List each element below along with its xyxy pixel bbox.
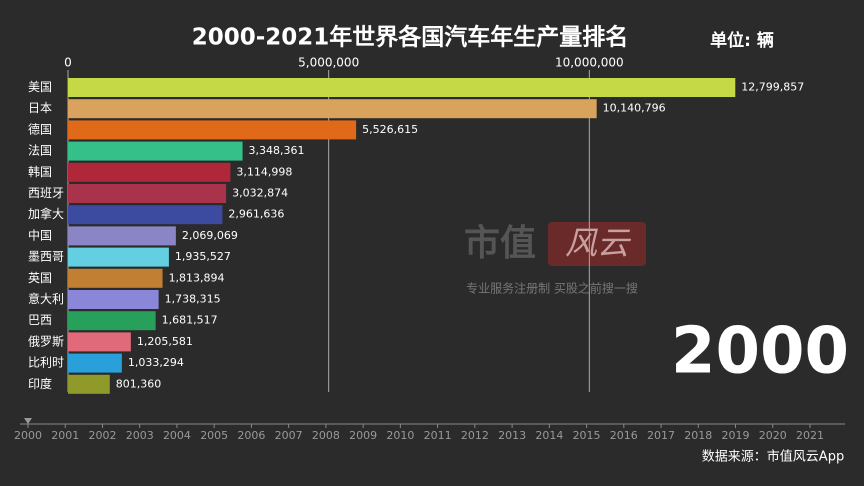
timeline-year[interactable]: 2019	[722, 429, 750, 442]
timeline-year[interactable]: 2006	[237, 429, 265, 442]
y-tick-label: 韩国	[28, 164, 52, 179]
bar	[68, 374, 110, 394]
bar	[68, 311, 156, 331]
bar	[68, 162, 231, 182]
y-tick-label: 美国	[28, 80, 52, 94]
y-tick-label: 英国	[28, 271, 52, 285]
timeline-year[interactable]: 2016	[610, 429, 638, 442]
timeline-year[interactable]: 2009	[349, 429, 377, 442]
timeline-year[interactable]: 2020	[759, 429, 787, 442]
value-label: 1,681,517	[162, 314, 218, 327]
timeline-year[interactable]: 2011	[424, 429, 452, 442]
slogan: 专业服务注册制 买股之前搜一搜	[466, 281, 638, 296]
y-tick-label: 俄罗斯	[28, 334, 64, 348]
value-label: 3,032,874	[232, 187, 288, 200]
value-label: 1,205,581	[137, 335, 193, 348]
value-label: 3,348,361	[249, 144, 305, 157]
timeline-year[interactable]: 2008	[312, 429, 340, 442]
bar	[68, 290, 159, 309]
x-tick-label: 0	[64, 56, 72, 70]
timeline-year[interactable]: 2002	[88, 429, 116, 442]
bar	[68, 141, 243, 161]
y-tick-label: 意大利	[28, 291, 64, 306]
y-tick-label: 德国	[28, 121, 52, 136]
x-tick-label: 10,000,000	[555, 56, 624, 70]
y-tick-label: 巴西	[28, 313, 52, 327]
timeline-year[interactable]: 2007	[275, 429, 303, 442]
timeline-year[interactable]: 2015	[573, 429, 601, 442]
bar	[68, 120, 357, 140]
chart-title: 2000-2021年世界各国汽车年生产量排名	[192, 24, 629, 51]
y-tick-label: 墨西哥	[28, 250, 64, 264]
timeline-year[interactable]: 2010	[386, 429, 414, 442]
timeline-year[interactable]: 2001	[51, 429, 79, 442]
bar	[68, 332, 131, 352]
bar	[68, 353, 122, 373]
y-tick-label: 比利时	[28, 356, 64, 370]
value-label: 10,140,796	[603, 102, 666, 115]
timeline-year[interactable]: 2005	[200, 429, 228, 442]
current-year: 2000	[671, 315, 849, 389]
bar	[68, 184, 227, 203]
timeline-year[interactable]: 2004	[163, 429, 191, 442]
value-label: 1,935,527	[175, 250, 231, 263]
timeline-year[interactable]: 2000	[14, 429, 42, 442]
bar	[68, 268, 163, 288]
timeline-year[interactable]: 2014	[535, 429, 563, 442]
value-label: 2,069,069	[182, 229, 238, 242]
y-tick-label: 西班牙	[28, 186, 64, 200]
timeline-year[interactable]: 2013	[498, 429, 526, 442]
y-tick-label: 印度	[28, 376, 52, 391]
timeline-year[interactable]: 2017	[647, 429, 675, 442]
value-label: 2,961,636	[228, 208, 284, 221]
bar	[68, 99, 597, 119]
watermark: 市值	[464, 223, 536, 264]
value-label: 12,799,857	[741, 81, 804, 94]
bar	[68, 78, 736, 97]
source: 数据来源：市值风云App	[702, 449, 844, 465]
x-tick-label: 5,000,000	[298, 56, 359, 70]
bar	[68, 205, 223, 225]
timeline-year[interactable]: 2018	[684, 429, 712, 442]
unit-label: 单位: 辆	[710, 30, 774, 51]
y-tick-label: 日本	[28, 101, 52, 115]
value-label: 3,114,998	[236, 165, 292, 178]
value-label: 1,738,315	[165, 293, 221, 306]
watermark-logo-box	[548, 222, 646, 266]
value-label: 801,360	[116, 377, 161, 390]
watermark-logo: 风云	[565, 224, 632, 262]
bar	[68, 247, 169, 267]
value-label: 1,813,894	[169, 271, 225, 284]
y-tick-label: 加拿大	[28, 206, 64, 221]
bar	[68, 226, 176, 246]
timeline-year[interactable]: 2021	[796, 429, 824, 442]
value-label: 1,033,294	[128, 356, 184, 369]
y-tick-label: 中国	[28, 227, 52, 242]
timeline-year[interactable]: 2003	[126, 429, 154, 442]
timeline-marker[interactable]	[24, 418, 32, 424]
value-label: 5,526,615	[362, 123, 418, 136]
timeline-year[interactable]: 2012	[461, 429, 489, 442]
y-tick-label: 法国	[28, 144, 52, 158]
